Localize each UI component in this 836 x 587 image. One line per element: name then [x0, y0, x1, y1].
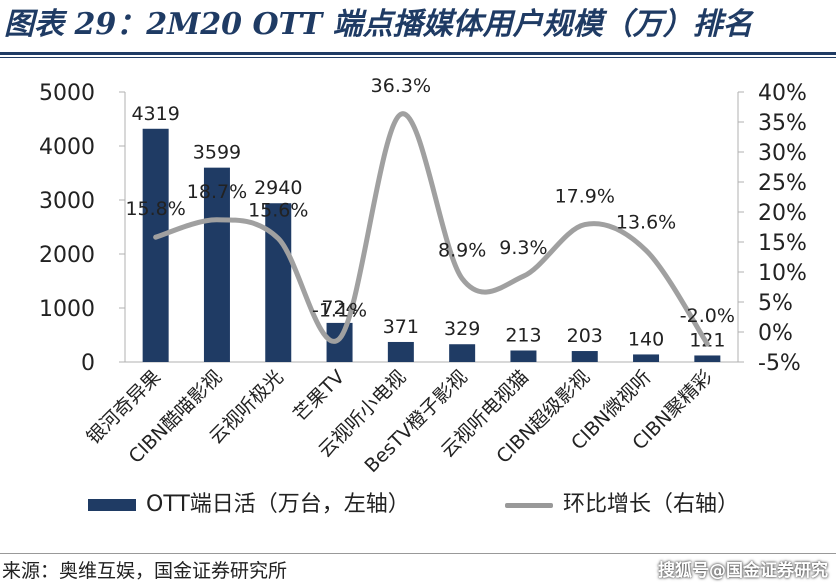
bar	[571, 351, 598, 362]
y-left-tick-label: 2000	[39, 243, 95, 268]
y-left-tick-label: 5000	[39, 81, 95, 106]
footer-rule	[0, 553, 836, 554]
title-rule	[0, 52, 836, 55]
y-right-tick-label: 0%	[758, 321, 793, 346]
y-right-tick-label: 10%	[758, 261, 807, 286]
growth-value-label: 13.6%	[616, 211, 676, 233]
legend-swatch-line	[505, 503, 553, 508]
bar-value-label: 329	[444, 318, 480, 340]
bar-value-label: 4319	[131, 103, 179, 125]
y-right-tick-label: 5%	[758, 291, 793, 316]
bar-value-label: 371	[383, 316, 419, 338]
bar	[387, 341, 414, 362]
source-note: 来源：奥维互娱，国金证券研究所	[2, 560, 288, 582]
growth-value-label: 18.7%	[187, 181, 247, 203]
bar-value-label: 3599	[193, 142, 241, 164]
legend-swatch-bar	[88, 499, 136, 511]
legend: OTT端日活（万台，左轴） 环比增长（右轴）	[0, 490, 836, 520]
growth-value-label: 17.9%	[555, 186, 615, 208]
y-left-tick-label: 3000	[39, 189, 95, 214]
bar	[633, 354, 660, 362]
bar-value-label: 2940	[254, 177, 302, 199]
y-left-tick-label: 0	[81, 351, 95, 376]
growth-value-label: -2.0%	[680, 305, 735, 327]
bar	[203, 167, 230, 362]
y-right-tick-label: 40%	[758, 81, 807, 106]
growth-value-label: 8.9%	[438, 240, 486, 262]
y-right-tick-label: 15%	[758, 231, 807, 256]
bar-value-label: 140	[628, 328, 664, 350]
y-right-tick-label: 35%	[758, 111, 807, 136]
y-left-tick-label: 4000	[39, 135, 95, 160]
bar	[694, 355, 721, 362]
legend-label-bar: OTT端日活（万台，左轴）	[146, 492, 410, 517]
growth-value-label: 36.3%	[371, 75, 431, 97]
y-right-tick-label: 20%	[758, 201, 807, 226]
growth-line	[153, 111, 710, 347]
x-category-label: 芒果TV	[289, 366, 349, 426]
growth-value-label: 9.3%	[499, 237, 547, 259]
growth-value-label: 15.6%	[248, 199, 308, 221]
y-right-tick-label: 25%	[758, 171, 807, 196]
bar	[449, 344, 476, 362]
chart-canvas: 0 1000 2000 3000 4000 5000 -5% 0% 5% 10% 15% 20% 25%…	[39, 75, 807, 477]
watermark: 搜狐号@国金证券研究	[658, 561, 828, 581]
bar-value-label: 203	[567, 325, 603, 347]
chart-title: 图表 29：2M20 OTT 端点播媒体用户规模（万）排名	[4, 7, 753, 42]
growth-value-label: -1.1%	[312, 300, 367, 322]
y-right-tick-label: -5%	[758, 351, 801, 376]
bar-value-label: 213	[505, 324, 541, 346]
title-rule-thin	[0, 57, 836, 58]
y-right-tick-label: 30%	[758, 141, 807, 166]
legend-label-line: 环比增长（右轴）	[563, 492, 740, 517]
bar	[265, 203, 292, 362]
bar	[510, 350, 537, 362]
growth-value-label: 15.8%	[125, 198, 185, 220]
bar	[142, 128, 169, 362]
y-left-tick-label: 1000	[39, 297, 95, 322]
